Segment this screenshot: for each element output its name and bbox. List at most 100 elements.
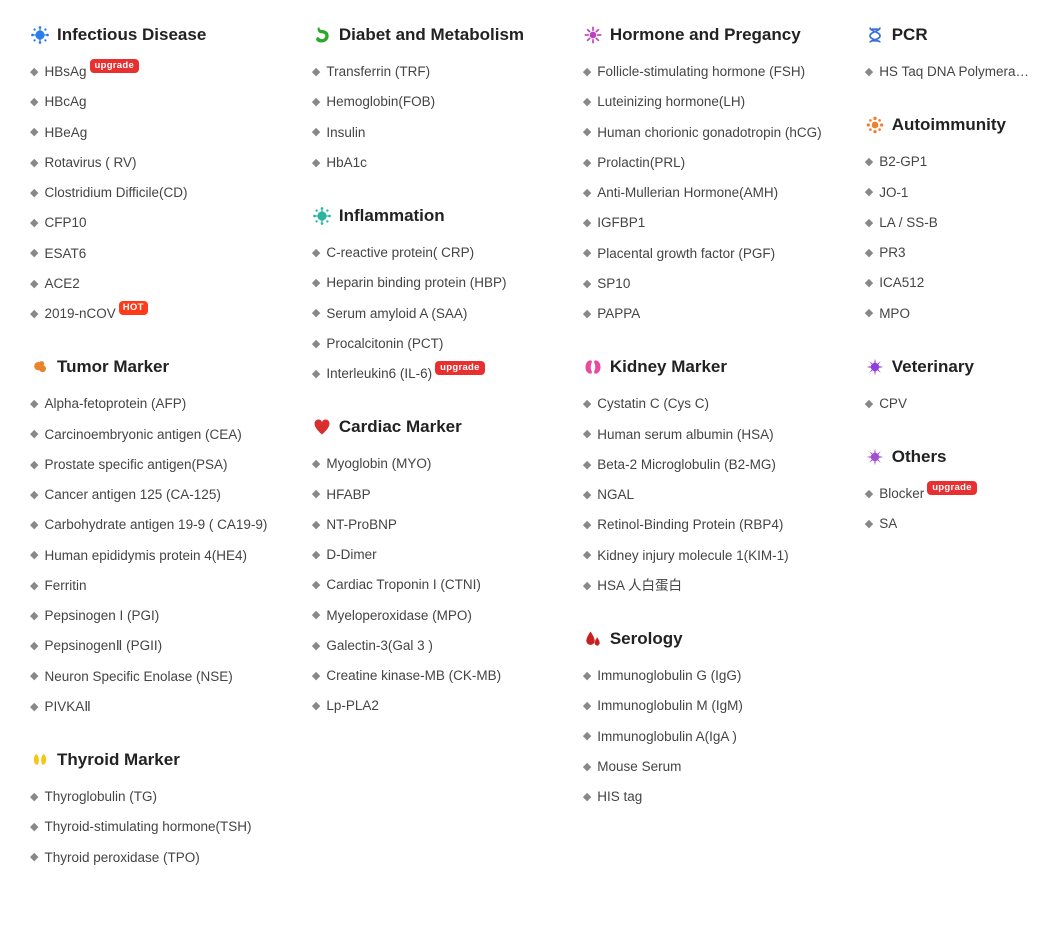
- list-item[interactable]: ◆Clostridium Difficile(CD): [30, 178, 282, 208]
- list-item[interactable]: ◆Cystatin C (Cys C): [583, 389, 835, 419]
- item-list: ◆Cystatin C (Cys C)◆Human serum albumin …: [583, 389, 835, 601]
- list-item[interactable]: ◆Thyroid peroxidase (TPO): [30, 843, 282, 873]
- list-item[interactable]: ◆Kidney injury molecule 1(KIM-1): [583, 541, 835, 571]
- list-item[interactable]: ◆Lp-PLA2: [312, 691, 553, 721]
- list-item[interactable]: ◆Follicle-stimulating hormone (FSH): [583, 57, 835, 87]
- list-item[interactable]: ◆HBsAgupgrade: [30, 57, 282, 87]
- category-title[interactable]: Tumor Marker: [30, 357, 282, 377]
- bullet-icon: ◆: [30, 124, 38, 141]
- category-title[interactable]: Inflammation: [312, 206, 553, 226]
- list-item[interactable]: ◆ESAT6: [30, 239, 282, 269]
- list-item[interactable]: ◆HbA1c: [312, 148, 553, 178]
- list-item[interactable]: ◆Immunoglobulin A(IgA ): [583, 722, 835, 752]
- list-item[interactable]: ◆C-reactive protein( CRP): [312, 238, 553, 268]
- category-title[interactable]: Others: [865, 447, 1029, 467]
- list-item[interactable]: ◆HS Taq DNA Polymerase: [865, 57, 1029, 87]
- category-title-label: Kidney Marker: [610, 357, 727, 377]
- list-item[interactable]: ◆HSA 人白蛋白: [583, 571, 835, 601]
- list-item[interactable]: ◆Carbohydrate antigen 19-9 ( CA19-9): [30, 510, 282, 540]
- list-item[interactable]: ◆PIVKAⅡ: [30, 692, 282, 722]
- list-item[interactable]: ◆B2-GP1: [865, 147, 1029, 177]
- list-item[interactable]: ◆Human chorionic gonadotropin (hCG): [583, 118, 835, 148]
- list-item[interactable]: ◆Alpha-fetoprotein (AFP): [30, 389, 282, 419]
- list-item[interactable]: ◆Insulin: [312, 118, 553, 148]
- list-item[interactable]: ◆IGFBP1: [583, 208, 835, 238]
- list-item[interactable]: ◆SA: [865, 509, 1029, 539]
- category-title[interactable]: Kidney Marker: [583, 357, 835, 377]
- list-item[interactable]: ◆PR3: [865, 238, 1029, 268]
- category-title[interactable]: Veterinary: [865, 357, 1029, 377]
- list-item[interactable]: ◆Serum amyloid A (SAA): [312, 299, 553, 329]
- list-item[interactable]: ◆Myeloperoxidase (MPO): [312, 601, 553, 631]
- list-item[interactable]: ◆HFABP: [312, 480, 553, 510]
- list-item[interactable]: ◆Placental growth factor (PGF): [583, 239, 835, 269]
- list-item[interactable]: ◆HBeAg: [30, 118, 282, 148]
- list-item[interactable]: ◆Mouse Serum: [583, 752, 835, 782]
- list-item[interactable]: ◆Luteinizing hormone(LH): [583, 87, 835, 117]
- category-title[interactable]: Autoimmunity: [865, 115, 1029, 135]
- list-item[interactable]: ◆SP10: [583, 269, 835, 299]
- list-item[interactable]: ◆Beta-2 Microglobulin (B2-MG): [583, 450, 835, 480]
- spike-icon: [865, 447, 885, 467]
- list-item[interactable]: ◆PepsinogenⅡ (PGII): [30, 631, 282, 661]
- list-item[interactable]: ◆D-Dimer: [312, 540, 553, 570]
- list-item[interactable]: ◆Hemoglobin(FOB): [312, 87, 553, 117]
- list-item[interactable]: ◆Rotavirus ( RV): [30, 148, 282, 178]
- list-item[interactable]: ◆Anti-Mullerian Hormone(AMH): [583, 178, 835, 208]
- bullet-icon: ◆: [30, 64, 38, 81]
- list-item[interactable]: ◆Carcinoembryonic antigen (CEA): [30, 420, 282, 450]
- list-item[interactable]: ◆Retinol-Binding Protein (RBP4): [583, 510, 835, 540]
- list-item[interactable]: ◆HIS tag: [583, 782, 835, 812]
- list-item[interactable]: ◆Myoglobin (MYO): [312, 449, 553, 479]
- list-item[interactable]: ◆Transferrin (TRF): [312, 57, 553, 87]
- category-title-label: Others: [892, 447, 947, 467]
- list-item[interactable]: ◆Creatine kinase-MB (CK-MB): [312, 661, 553, 691]
- list-item[interactable]: ◆Thyroglobulin (TG): [30, 782, 282, 812]
- list-item[interactable]: ◆CFP10: [30, 208, 282, 238]
- list-item[interactable]: ◆ICA512: [865, 268, 1029, 298]
- list-item[interactable]: ◆PAPPA: [583, 299, 835, 329]
- category-title[interactable]: Thyroid Marker: [30, 750, 282, 770]
- category-title[interactable]: Infectious Disease: [30, 25, 282, 45]
- list-item[interactable]: ◆Cardiac Troponin I (CTNI): [312, 570, 553, 600]
- list-item[interactable]: ◆Prolactin(PRL): [583, 148, 835, 178]
- list-item[interactable]: ◆Heparin binding protein (HBP): [312, 268, 553, 298]
- column-2: Diabet and Metabolism◆Transferrin (TRF)◆…: [312, 25, 553, 750]
- list-item[interactable]: ◆Galectin-3(Gal 3 ): [312, 631, 553, 661]
- category-title[interactable]: PCR: [865, 25, 1029, 45]
- list-item[interactable]: ◆NGAL: [583, 480, 835, 510]
- list-item[interactable]: ◆Human serum albumin (HSA): [583, 420, 835, 450]
- list-item[interactable]: ◆Cancer antigen 125 (CA-125): [30, 480, 282, 510]
- list-item[interactable]: ◆Ferritin: [30, 571, 282, 601]
- list-item[interactable]: ◆ACE2: [30, 269, 282, 299]
- list-item[interactable]: ◆MPO: [865, 299, 1029, 329]
- item-label: Hemoglobin(FOB): [326, 92, 435, 112]
- item-label: Immunoglobulin M (IgM): [597, 696, 743, 716]
- list-item[interactable]: ◆JO-1: [865, 178, 1029, 208]
- list-item[interactable]: ◆2019-nCOVHOT: [30, 299, 282, 329]
- list-item[interactable]: ◆Immunoglobulin M (IgM): [583, 691, 835, 721]
- list-item[interactable]: ◆LA / SS-B: [865, 208, 1029, 238]
- category-title[interactable]: Hormone and Pregancy: [583, 25, 835, 45]
- bullet-icon: ◆: [30, 155, 38, 172]
- category-title[interactable]: Serology: [583, 629, 835, 649]
- list-item[interactable]: ◆Thyroid-stimulating hormone(TSH): [30, 812, 282, 842]
- item-label: Myeloperoxidase (MPO): [326, 606, 472, 626]
- list-item[interactable]: ◆Pepsinogen I (PGI): [30, 601, 282, 631]
- list-item[interactable]: ◆HBcAg: [30, 87, 282, 117]
- category-title[interactable]: Cardiac Marker: [312, 417, 553, 437]
- list-item[interactable]: ◆CPV: [865, 389, 1029, 419]
- list-item[interactable]: ◆Prostate specific antigen(PSA): [30, 450, 282, 480]
- stomach-icon: [312, 25, 332, 45]
- item-label: ACE2: [44, 274, 79, 294]
- item-label: PepsinogenⅡ (PGII): [44, 636, 162, 656]
- category-title[interactable]: Diabet and Metabolism: [312, 25, 553, 45]
- list-item[interactable]: ◆Procalcitonin (PCT): [312, 329, 553, 359]
- list-item[interactable]: ◆Neuron Specific Enolase (NSE): [30, 662, 282, 692]
- list-item[interactable]: ◆Interleukin6 (IL-6)upgrade: [312, 359, 553, 389]
- list-item[interactable]: ◆Immunoglobulin G (IgG): [583, 661, 835, 691]
- bullet-icon: ◆: [583, 94, 591, 111]
- list-item[interactable]: ◆Blockerupgrade: [865, 479, 1029, 509]
- list-item[interactable]: ◆Human epididymis protein 4(HE4): [30, 541, 282, 571]
- list-item[interactable]: ◆NT-ProBNP: [312, 510, 553, 540]
